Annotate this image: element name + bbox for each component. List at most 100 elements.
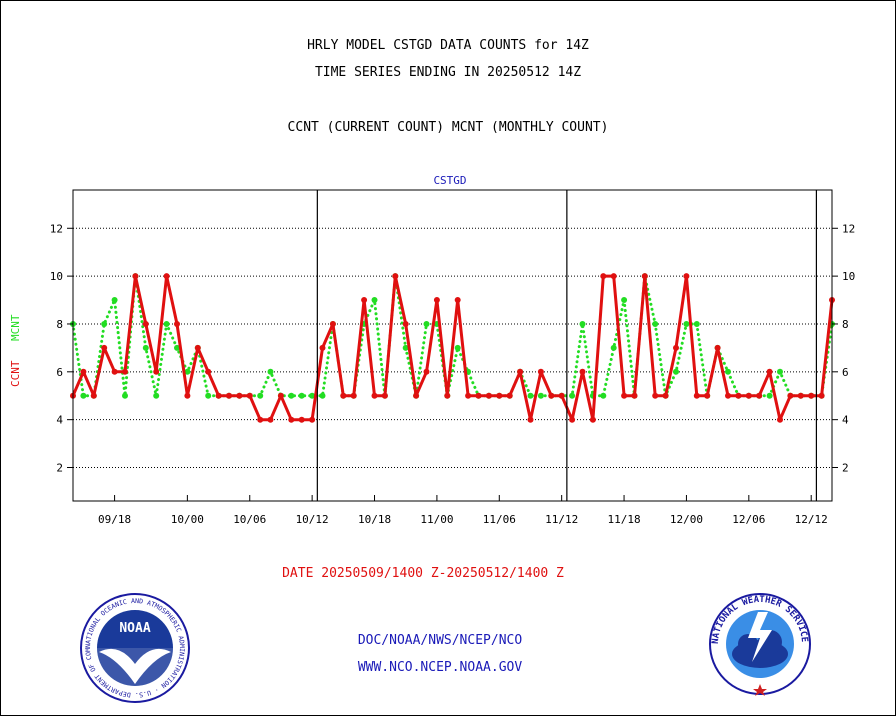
point-ccnt-64	[735, 393, 741, 399]
point-ccnt-72	[819, 393, 825, 399]
y-tick-label-right-4: 4	[842, 414, 849, 427]
point-ccnt-36	[444, 393, 450, 399]
point-ccnt-66	[756, 393, 762, 399]
point-ccnt-14	[216, 393, 222, 399]
point-ccnt-42	[507, 393, 513, 399]
y-axis-label-mcnt: MCNT	[9, 314, 22, 341]
point-ccnt-6	[132, 273, 138, 279]
point-mcnt-13	[205, 393, 211, 399]
website-link[interactable]: WWW.NCO.NCEP.NOAA.GOV	[280, 660, 600, 675]
point-ccnt-28	[361, 297, 367, 303]
point-ccnt-50	[590, 417, 596, 423]
x-tick-label-12-12: 12/12	[795, 513, 828, 526]
point-ccnt-19	[268, 417, 274, 423]
y-tick-label-right-12: 12	[842, 222, 855, 235]
y-tick-label-right-8: 8	[842, 318, 849, 331]
point-ccnt-40	[486, 393, 492, 399]
point-mcnt-49	[580, 321, 586, 327]
nws-logo: NATIONAL WEATHER SERVICE	[708, 592, 812, 696]
point-mcnt-1	[80, 393, 86, 399]
chart-area: CSTGD CCNT MCNT 2 2 4 4 6 6 8 8 10 10 12 12 09/18 10/…	[0, 0, 896, 560]
x-tick-label-10-18: 10/18	[358, 513, 391, 526]
x-tick-label-12-00: 12/00	[670, 513, 703, 526]
point-ccnt-39	[476, 393, 482, 399]
point-ccnt-59	[683, 273, 689, 279]
point-ccnt-63	[725, 393, 731, 399]
point-ccnt-24	[320, 345, 326, 351]
noaa-logo: NOAA NATIONAL OCEANIC AND ATMOSPHERIC AD…	[79, 592, 191, 704]
point-ccnt-62	[715, 345, 721, 351]
point-ccnt-52	[611, 273, 617, 279]
point-ccnt-22	[299, 417, 305, 423]
point-ccnt-25	[330, 321, 336, 327]
y-tick-label-left-8: 8	[56, 318, 63, 331]
point-ccnt-65	[746, 393, 752, 399]
x-tick-label-11-18: 11/18	[607, 513, 640, 526]
point-ccnt-54	[632, 393, 638, 399]
point-ccnt-12	[195, 345, 201, 351]
x-tick-label-11-06: 11/06	[483, 513, 516, 526]
x-tick-label-10-00: 10/00	[171, 513, 204, 526]
point-mcnt-34	[424, 321, 430, 327]
point-mcnt-52	[611, 345, 617, 351]
point-ccnt-56	[652, 393, 658, 399]
point-ccnt-10	[174, 321, 180, 327]
point-ccnt-34	[424, 369, 430, 375]
point-ccnt-45	[538, 369, 544, 375]
point-ccnt-61	[704, 393, 710, 399]
point-ccnt-55	[642, 273, 648, 279]
x-tick-label-11-12: 11/12	[545, 513, 578, 526]
point-ccnt-60	[694, 393, 700, 399]
point-ccnt-71	[808, 393, 814, 399]
y-tick-label-right-2: 2	[842, 462, 849, 475]
point-mcnt-45	[538, 393, 544, 399]
point-mcnt-24	[320, 393, 326, 399]
point-ccnt-68	[777, 417, 783, 423]
point-ccnt-43	[517, 369, 523, 375]
date-range-label: DATE 20250509/1400 Z-20250512/1400 Z	[0, 566, 846, 581]
point-ccnt-47	[559, 393, 565, 399]
point-mcnt-5	[122, 393, 128, 399]
point-ccnt-51	[600, 273, 606, 279]
point-ccnt-23	[309, 417, 315, 423]
point-ccnt-41	[496, 393, 502, 399]
point-ccnt-37	[455, 297, 461, 303]
point-mcnt-67	[767, 393, 773, 399]
point-ccnt-67	[767, 369, 773, 375]
x-tick-label-10-06: 10/06	[233, 513, 266, 526]
point-ccnt-69	[787, 393, 793, 399]
point-mcnt-22	[299, 393, 305, 399]
point-mcnt-68	[777, 369, 783, 375]
point-mcnt-51	[600, 393, 606, 399]
point-ccnt-38	[465, 393, 471, 399]
point-mcnt-18	[257, 393, 263, 399]
point-mcnt-53	[621, 297, 627, 303]
y-tick-label-left-12: 12	[50, 222, 63, 235]
x-tick-label-09-18: 09/18	[98, 513, 131, 526]
point-ccnt-53	[621, 393, 627, 399]
y-tick-label-left-6: 6	[56, 366, 63, 379]
point-ccnt-11	[184, 393, 190, 399]
point-ccnt-32	[403, 321, 409, 327]
point-ccnt-9	[164, 273, 170, 279]
y-tick-label-right-10: 10	[842, 270, 855, 283]
point-mcnt-29	[372, 297, 378, 303]
point-ccnt-57	[663, 393, 669, 399]
point-ccnt-29	[372, 393, 378, 399]
y-tick-label-left-4: 4	[56, 414, 63, 427]
plot-title: CSTGD	[433, 174, 466, 187]
point-ccnt-30	[382, 393, 388, 399]
point-ccnt-17	[247, 393, 253, 399]
point-mcnt-4	[112, 297, 118, 303]
y-tick-label-left-2: 2	[56, 462, 63, 475]
point-mcnt-59	[683, 321, 689, 327]
point-mcnt-7	[143, 345, 149, 351]
point-ccnt-58	[673, 345, 679, 351]
point-ccnt-4	[112, 369, 118, 375]
point-ccnt-3	[101, 345, 107, 351]
point-ccnt-7	[143, 321, 149, 327]
point-mcnt-19	[268, 369, 274, 375]
x-tick-label-12-06: 12/06	[732, 513, 765, 526]
point-mcnt-9	[164, 321, 170, 327]
y-axis-label-ccnt: CCNT	[9, 360, 22, 387]
